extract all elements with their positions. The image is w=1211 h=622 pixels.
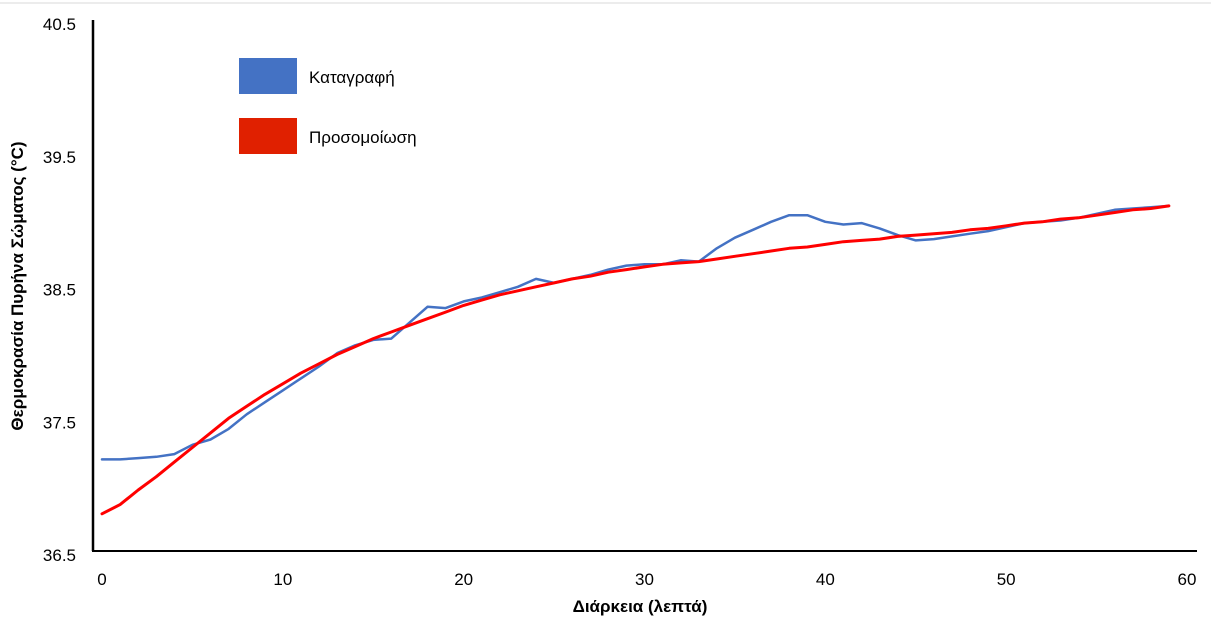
x-tick-label: 30 (635, 570, 654, 589)
x-tick-label: 10 (273, 570, 292, 589)
series-line-simulated (100, 204, 1171, 516)
x-tick-label: 0 (97, 570, 106, 589)
y-tick-labels: 36.5 37.5 38.5 39.5 40.5 (43, 15, 76, 565)
x-tick-label: 50 (997, 570, 1016, 589)
legend: Καταγραφή Προσομοίωση (239, 58, 417, 154)
series-line-recorded (100, 204, 1171, 461)
legend-swatch-recorded (239, 58, 297, 94)
plot-lines (100, 204, 1171, 516)
y-tick-label: 39.5 (43, 148, 76, 167)
y-tick-label: 37.5 (43, 413, 76, 432)
x-tick-label: 20 (454, 570, 473, 589)
legend-label-recorded: Καταγραφή (309, 68, 395, 87)
x-tick-labels: 0 10 20 30 40 50 60 (97, 570, 1196, 589)
legend-label-simulated: Προσομοίωση (309, 128, 417, 147)
x-tick-label: 60 (1178, 570, 1197, 589)
x-axis-title: Διάρκεια (λεπτά) (573, 597, 708, 616)
y-tick-label: 38.5 (43, 281, 76, 300)
y-tick-label: 40.5 (43, 15, 76, 34)
x-tick-label: 40 (816, 570, 835, 589)
y-axis-title: Θερμοκρασία Πυρήνα Σώματος (°C) (8, 141, 27, 430)
y-tick-label: 36.5 (43, 546, 76, 565)
legend-swatch-simulated (239, 118, 297, 154)
